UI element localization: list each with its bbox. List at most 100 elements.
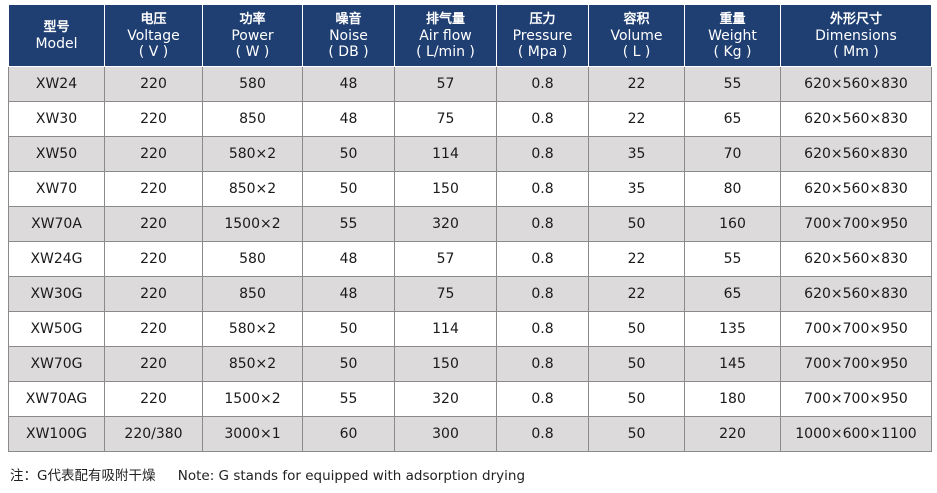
header-voltage-en: Voltage <box>127 27 180 44</box>
header-dimensions-cn: 外形尺寸 <box>829 11 882 27</box>
cell-pressure: 0.8 <box>496 346 589 382</box>
cell-volume: 35 <box>588 171 685 207</box>
cell-weight: 65 <box>684 101 781 137</box>
cell-dimensions: 620×560×830 <box>780 276 932 312</box>
header-volume-en: Volume <box>610 27 663 44</box>
cell-air-flow: 57 <box>394 241 497 277</box>
cell-volume: 22 <box>588 276 685 312</box>
cell-volume: 50 <box>588 381 685 417</box>
header-voltage: 电压 Voltage( V ) <box>104 4 203 67</box>
table-body: XW24 220 580 48 57 0.8 22 55 620×560×830 XW30 220 8… <box>8 66 932 452</box>
cell-voltage: 220 <box>104 101 203 137</box>
header-model: 型号 Model <box>8 4 105 67</box>
cell-dimensions: 620×560×830 <box>780 171 932 207</box>
header-weight: 重量 Weight( Kg ) <box>684 4 781 67</box>
header-volume-unit: ( L ) <box>622 43 651 60</box>
cell-weight: 65 <box>684 276 781 312</box>
table-row: XW70A 220 1500×2 55 320 0.8 50 160 700×700×950 <box>8 206 932 242</box>
cell-volume: 50 <box>588 346 685 382</box>
table-row: XW70G 220 850×2 50 150 0.8 50 145 700×700×950 <box>8 346 932 382</box>
cell-voltage: 220 <box>104 66 203 102</box>
cell-power: 850 <box>202 276 303 312</box>
cell-volume: 22 <box>588 66 685 102</box>
cell-noise: 55 <box>302 381 395 417</box>
cell-dimensions: 700×700×950 <box>780 346 932 382</box>
cell-voltage: 220/380 <box>104 416 203 452</box>
cell-model: XW50G <box>8 311 105 347</box>
cell-pressure: 0.8 <box>496 66 589 102</box>
cell-model: XW24G <box>8 241 105 277</box>
cell-noise: 48 <box>302 241 395 277</box>
header-dimensions: 外形尺寸 Dimensions( Mm ) <box>780 4 932 67</box>
header-pressure-cn: 压力 <box>529 11 556 27</box>
cell-voltage: 220 <box>104 346 203 382</box>
cell-model: XW50 <box>8 136 105 172</box>
cell-noise: 48 <box>302 66 395 102</box>
header-volume: 容积 Volume( L ) <box>588 4 685 67</box>
cell-volume: 50 <box>588 311 685 347</box>
cell-air-flow: 75 <box>394 101 497 137</box>
cell-model: XW70A <box>8 206 105 242</box>
cell-noise: 60 <box>302 416 395 452</box>
header-weight-unit: ( Kg ) <box>713 43 752 60</box>
table-row: XW24 220 580 48 57 0.8 22 55 620×560×830 <box>8 66 932 102</box>
header-power-en: Power <box>231 27 274 44</box>
cell-air-flow: 57 <box>394 66 497 102</box>
cell-model: XW70G <box>8 346 105 382</box>
cell-volume: 50 <box>588 206 685 242</box>
cell-pressure: 0.8 <box>496 416 589 452</box>
cell-air-flow: 150 <box>394 346 497 382</box>
cell-volume: 50 <box>588 416 685 452</box>
cell-voltage: 220 <box>104 311 203 347</box>
header-volume-cn: 容积 <box>623 11 650 27</box>
cell-power: 580 <box>202 66 303 102</box>
header-power: 功率 Power( W ) <box>202 4 303 67</box>
cell-model: XW30G <box>8 276 105 312</box>
header-model-en: Model <box>35 35 78 52</box>
header-air-flow-en: Air flow <box>419 27 472 44</box>
cell-voltage: 220 <box>104 241 203 277</box>
table-row: XW30G 220 850 48 75 0.8 22 65 620×560×830 <box>8 276 932 312</box>
cell-dimensions: 700×700×950 <box>780 311 932 347</box>
cell-pressure: 0.8 <box>496 276 589 312</box>
cell-dimensions: 700×700×950 <box>780 206 932 242</box>
cell-model: XW100G <box>8 416 105 452</box>
header-air-flow: 排气量 Air flow( L/min ) <box>394 4 497 67</box>
header-air-flow-unit: ( L/min ) <box>416 43 475 60</box>
header-dimensions-unit: ( Mm ) <box>833 43 879 60</box>
table-row: XW100G 220/380 3000×1 60 300 0.8 50 220 1000×600… <box>8 416 932 452</box>
cell-pressure: 0.8 <box>496 171 589 207</box>
cell-weight: 160 <box>684 206 781 242</box>
header-row: 型号 Model 电压 Voltage( V ) 功率 Power( W ) 噪音 Noise… <box>8 4 932 67</box>
cell-voltage: 220 <box>104 206 203 242</box>
header-noise: 噪音 Noise( DB ) <box>302 4 395 67</box>
cell-power: 1500×2 <box>202 381 303 417</box>
cell-noise: 48 <box>302 101 395 137</box>
cell-power: 3000×1 <box>202 416 303 452</box>
cell-noise: 55 <box>302 206 395 242</box>
header-voltage-cn: 电压 <box>140 11 167 27</box>
cell-dimensions: 620×560×830 <box>780 241 932 277</box>
header-dimensions-en: Dimensions <box>815 27 897 44</box>
cell-air-flow: 320 <box>394 381 497 417</box>
cell-pressure: 0.8 <box>496 136 589 172</box>
cell-voltage: 220 <box>104 276 203 312</box>
cell-weight: 70 <box>684 136 781 172</box>
cell-power: 580×2 <box>202 311 303 347</box>
cell-model: XW24 <box>8 66 105 102</box>
cell-voltage: 220 <box>104 171 203 207</box>
cell-weight: 220 <box>684 416 781 452</box>
header-voltage-unit: ( V ) <box>138 43 169 60</box>
header-noise-en: Noise <box>329 27 368 44</box>
cell-dimensions: 1000×600×1100 <box>780 416 932 452</box>
cell-noise: 48 <box>302 276 395 312</box>
cell-pressure: 0.8 <box>496 101 589 137</box>
cell-air-flow: 320 <box>394 206 497 242</box>
cell-power: 850×2 <box>202 346 303 382</box>
cell-voltage: 220 <box>104 381 203 417</box>
cell-noise: 50 <box>302 171 395 207</box>
header-pressure-en: Pressure <box>512 27 573 44</box>
cell-weight: 145 <box>684 346 781 382</box>
cell-dimensions: 620×560×830 <box>780 66 932 102</box>
